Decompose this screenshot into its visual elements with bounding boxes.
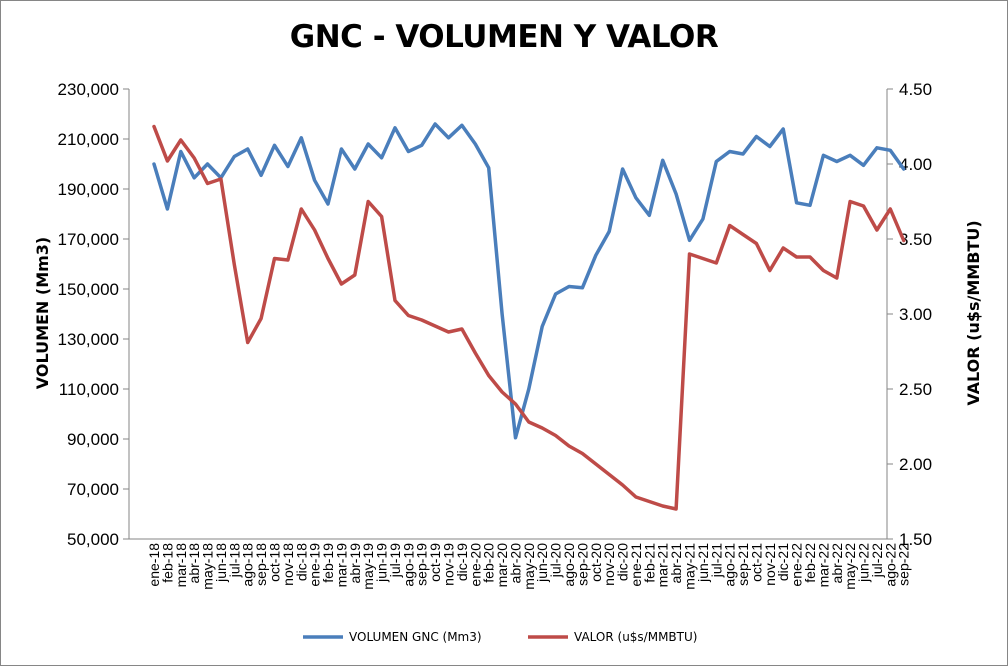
series-layer <box>152 122 906 511</box>
x-tick-label: nov-20 <box>601 543 617 586</box>
x-tick-label: jun-21 <box>695 543 711 583</box>
left-tick-label: 130,000 <box>58 330 119 349</box>
legend-label-volumen: VOLUMEN GNC (Mm3) <box>349 630 482 644</box>
x-tick-label: jul-20 <box>548 543 564 578</box>
right-tick-label: 3.00 <box>899 305 932 324</box>
x-tick-label: nov-19 <box>441 543 457 586</box>
left-tick-label: 230,000 <box>58 80 119 99</box>
x-tick-label: mar-21 <box>655 543 671 588</box>
legend-label-valor: VALOR (u$s/MMBTU) <box>574 630 697 644</box>
x-tick-label: ene-18 <box>146 543 162 587</box>
x-tick-label: jun-22 <box>856 543 872 583</box>
x-tick-label: mar-20 <box>494 543 510 588</box>
x-tick-label: dic-21 <box>775 543 791 581</box>
left-tick-label: 210,000 <box>58 130 119 149</box>
x-tick-label: dic-18 <box>293 543 309 581</box>
left-tick-label: 110,000 <box>59 380 119 399</box>
x-tick-label: sep-18 <box>253 543 269 586</box>
x-tick-label: mar-18 <box>173 543 189 588</box>
x-tick-label: abr-21 <box>668 543 684 584</box>
x-tick-label: oct-19 <box>427 543 443 582</box>
x-tick-label: dic-19 <box>454 543 470 581</box>
left-tick-label: 70,000 <box>67 480 119 499</box>
x-tick-label: feb-19 <box>320 543 336 583</box>
right-tick-label: 4.50 <box>899 80 932 99</box>
x-tick-label: sep-19 <box>414 543 430 586</box>
x-tick-label: jun-20 <box>534 543 550 583</box>
x-tick-label: jun-19 <box>374 543 390 583</box>
x-tick-label: feb-22 <box>802 543 818 583</box>
right-tick-label: 2.50 <box>899 380 932 399</box>
x-tick-label: ene-19 <box>307 543 323 587</box>
left-tick-label: 90,000 <box>67 430 119 449</box>
series-line-valor <box>152 124 906 511</box>
right-tick-label: 3.50 <box>899 230 932 249</box>
x-tick-label: feb-18 <box>159 543 175 583</box>
left-y-axis: 50,000 70,000 90,000 110,000 130,000 150,000 1… <box>58 80 130 549</box>
y-axis-left-title: VOLUMEN (Mm3) <box>33 237 52 389</box>
x-tick-label: abr-22 <box>829 543 845 584</box>
x-tick-label: may-18 <box>200 543 216 590</box>
x-tick-label: jul-19 <box>387 543 403 578</box>
x-tick-label: mar-22 <box>815 543 831 588</box>
left-tick-label: 190,000 <box>58 180 119 199</box>
x-tick-label: oct-21 <box>748 543 764 582</box>
chart-title: GNC - VOLUMEN Y VALOR <box>289 19 719 55</box>
x-tick-label: may-20 <box>521 543 537 590</box>
x-tick-label: dic-20 <box>615 543 631 581</box>
right-tick-label: 1.50 <box>899 530 932 549</box>
right-y-axis: 1.50 2.00 2.50 3.00 3.50 4.00 4.50 <box>886 80 932 549</box>
x-tick-label: nov-21 <box>762 543 778 586</box>
x-tick-label: may-21 <box>681 543 697 590</box>
x-tick-label: feb-20 <box>481 543 497 583</box>
x-tick-label: ene-20 <box>467 543 483 587</box>
x-tick-label: may-22 <box>842 543 858 590</box>
x-axis: ene-18feb-18mar-18abr-18may-18jun-18jul-… <box>129 538 912 590</box>
x-tick-label: oct-20 <box>588 543 604 582</box>
x-tick-label: jun-18 <box>213 543 229 583</box>
x-tick-label: ene-21 <box>628 543 644 587</box>
x-tick-label: feb-21 <box>641 543 657 583</box>
left-tick-label: 50,000 <box>67 530 119 549</box>
x-tick-label: sep-22 <box>896 543 912 586</box>
x-tick-label: nov-18 <box>280 543 296 586</box>
right-tick-label: 4.00 <box>899 155 932 174</box>
x-tick-label: ago-21 <box>722 543 738 587</box>
x-tick-label: may-19 <box>360 543 376 590</box>
x-tick-label: abr-19 <box>347 543 363 584</box>
x-tick-label: jul-22 <box>869 543 885 578</box>
y-axis-right-title: VALOR (u$s/MMBTU) <box>964 220 983 405</box>
x-tick-label: sep-21 <box>735 543 751 586</box>
x-tick-label: abr-18 <box>186 543 202 584</box>
x-tick-label: jul-18 <box>226 543 242 578</box>
x-tick-label: ago-19 <box>400 543 416 587</box>
x-tick-label: ago-20 <box>561 543 577 587</box>
left-tick-label: 170,000 <box>58 230 119 249</box>
left-tick-label: 150,000 <box>58 280 119 299</box>
x-tick-label: abr-20 <box>507 543 523 584</box>
x-tick-label: jul-21 <box>708 543 724 578</box>
x-tick-label: ago-18 <box>240 543 256 587</box>
x-tick-label: ene-22 <box>789 543 805 587</box>
legend: VOLUMEN GNC (Mm3) VALOR (u$s/MMBTU) <box>303 630 697 644</box>
x-tick-label: oct-18 <box>266 543 282 582</box>
right-tick-label: 2.00 <box>899 455 932 474</box>
x-tick-label: ago-22 <box>882 543 898 587</box>
x-tick-label: mar-19 <box>333 543 349 588</box>
x-tick-label: sep-20 <box>574 543 590 586</box>
series-line-volumen <box>152 122 906 440</box>
